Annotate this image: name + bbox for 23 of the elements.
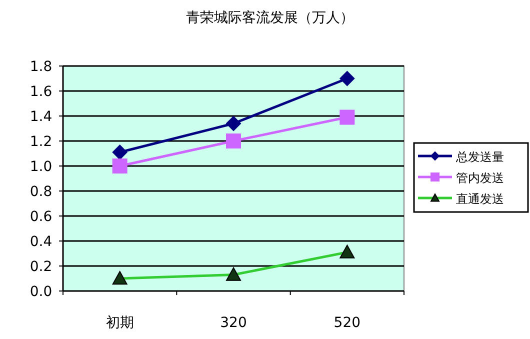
y-tick-label: 0.6 bbox=[30, 209, 52, 225]
y-tick-label: 1.2 bbox=[30, 134, 52, 150]
y-tick-label: 0.4 bbox=[30, 234, 52, 250]
point bbox=[340, 110, 355, 125]
point bbox=[112, 158, 128, 174]
y-tick-label: 0.2 bbox=[30, 259, 52, 275]
legend-label: 直通发送 bbox=[456, 192, 504, 206]
y-tick-label: 1.6 bbox=[30, 84, 52, 100]
point bbox=[340, 71, 355, 86]
chart-title: 青荣城际客流发展（万人） bbox=[186, 10, 354, 26]
x-tick-label: 初期 bbox=[106, 315, 134, 331]
legend-label: 管内发送 bbox=[456, 171, 504, 185]
legend-label: 总发送量 bbox=[455, 150, 504, 164]
y-tick-label: 1.4 bbox=[30, 109, 52, 125]
y-tick-label: 0.8 bbox=[30, 184, 52, 200]
x-tick-label: 320 bbox=[220, 315, 247, 331]
y-tick-label: 1.0 bbox=[30, 159, 52, 175]
y-tick-label: 0.0 bbox=[30, 284, 52, 300]
point bbox=[112, 144, 128, 160]
point bbox=[226, 116, 241, 131]
y-tick-label: 1.8 bbox=[30, 59, 52, 75]
point bbox=[226, 134, 241, 148]
x-tick-label: 520 bbox=[334, 315, 361, 331]
